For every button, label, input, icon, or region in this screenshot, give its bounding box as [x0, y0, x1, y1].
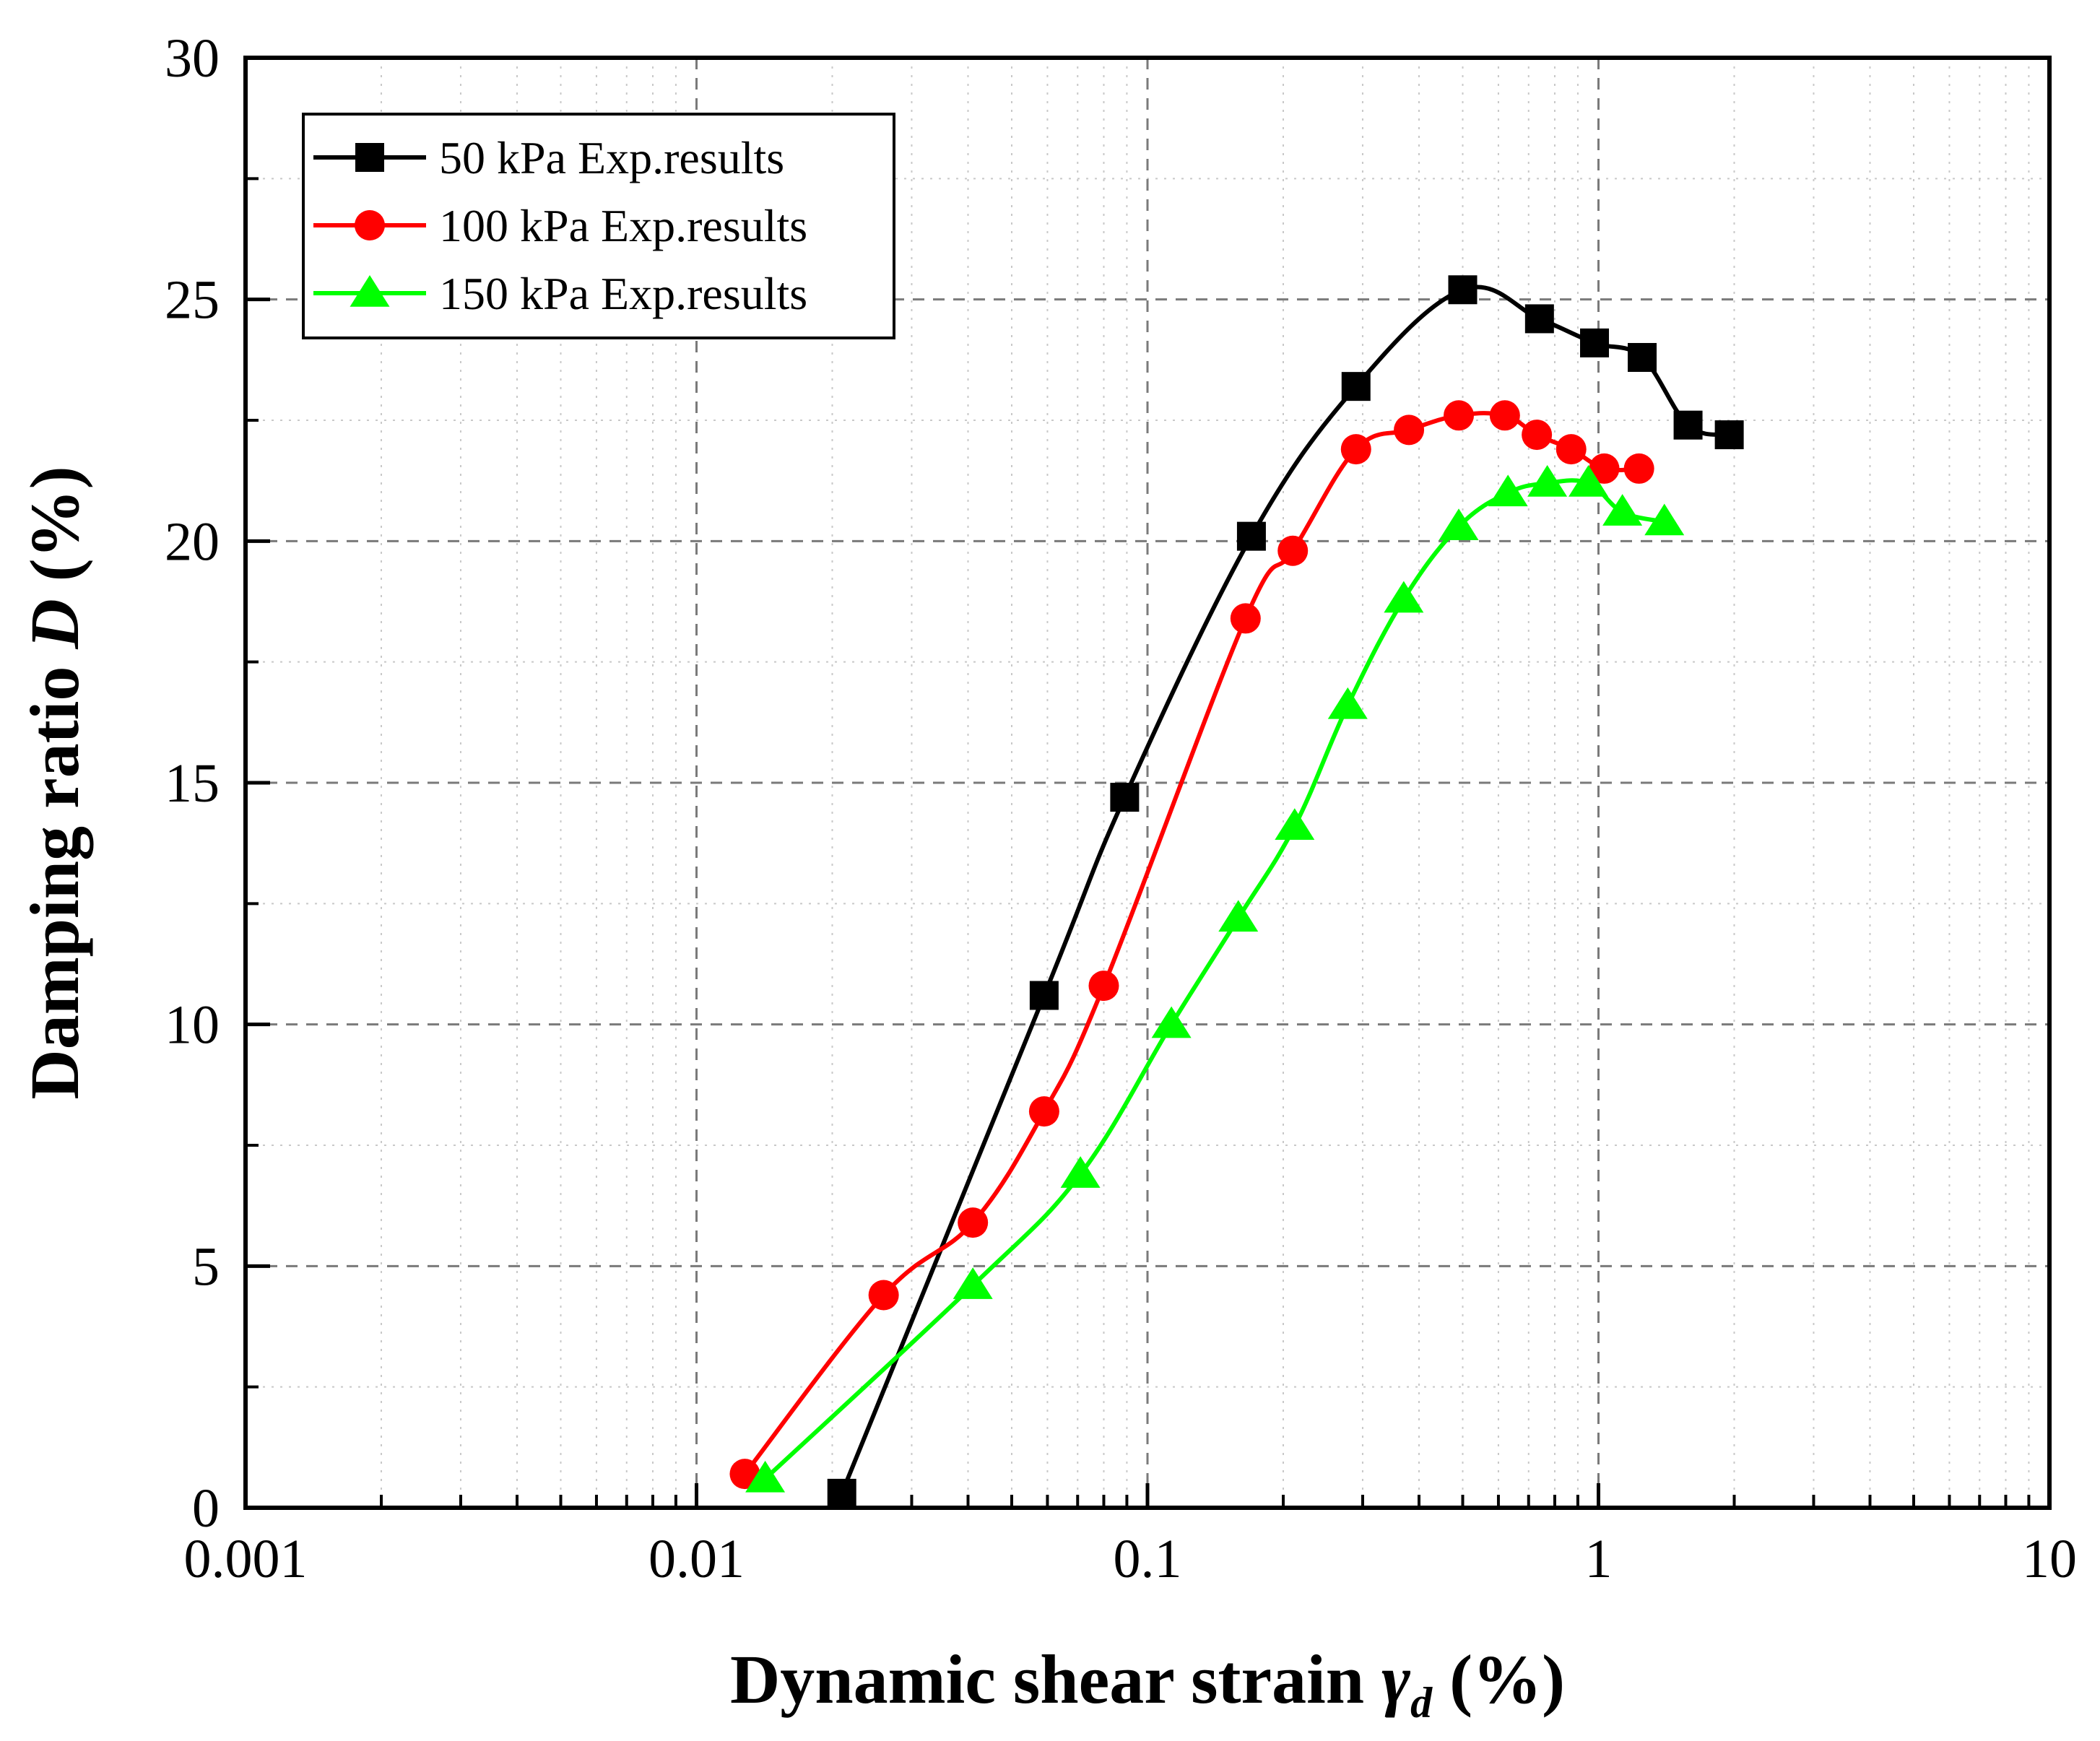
- data-point: [1340, 434, 1371, 465]
- x-axis-title: Dynamic shear strain γd (%): [730, 1641, 1565, 1727]
- data-point: [868, 1280, 899, 1311]
- data-point: [1448, 275, 1478, 305]
- data-point: [1527, 465, 1568, 497]
- data-point: [1569, 465, 1609, 497]
- x-tick-label: 0.001: [184, 1529, 308, 1589]
- data-point: [1602, 494, 1643, 526]
- y-tick-label: 25: [165, 270, 220, 331]
- x-tick-label: 0.1: [1114, 1529, 1182, 1589]
- data-point: [1218, 900, 1259, 932]
- data-point: [1341, 372, 1371, 401]
- legend-item-3: 150 kPa Exp.results: [313, 268, 807, 319]
- series-2: [729, 400, 1654, 1490]
- data-point: [1444, 400, 1475, 431]
- legend-marker: [355, 143, 384, 172]
- data-point: [1236, 521, 1266, 551]
- y-tick-label: 30: [165, 28, 220, 89]
- tick-labels: 0.001 0.01 0.1 1 10 0 5 10 15 20 25 30: [165, 28, 2077, 1589]
- data-point: [1522, 420, 1553, 451]
- series-3: [745, 465, 1685, 1493]
- data-point: [1644, 503, 1685, 536]
- data-point: [1384, 581, 1424, 613]
- series-1: [827, 275, 1744, 1508]
- data-point: [1488, 474, 1528, 507]
- x-tick-label: 1: [1585, 1529, 1613, 1589]
- data-point: [1623, 453, 1654, 484]
- data-point: [1151, 1006, 1192, 1038]
- data-point: [745, 1460, 786, 1493]
- legend-label: 100 kPa Exp.results: [439, 200, 807, 251]
- data-point: [958, 1207, 989, 1238]
- data-point: [1628, 342, 1657, 372]
- data-point: [1277, 535, 1309, 566]
- y-tick-label: 15: [165, 753, 220, 814]
- data-point: [1088, 971, 1119, 1002]
- data-point: [1556, 434, 1587, 465]
- data-point: [1394, 414, 1425, 446]
- data-point: [1714, 420, 1744, 450]
- data-point: [1580, 328, 1610, 357]
- y-tick-label: 10: [165, 995, 220, 1056]
- y-tick-label: 0: [192, 1478, 220, 1539]
- data-point: [1589, 453, 1620, 484]
- y-tick-label: 5: [192, 1236, 220, 1297]
- data-point: [1327, 687, 1368, 719]
- legend-marker: [355, 210, 385, 240]
- series-group: [729, 275, 1744, 1508]
- plot-frame: [243, 56, 2052, 1510]
- legend-item-1: 50 kPa Exp.results: [313, 132, 784, 183]
- legend-label: 50 kPa Exp.results: [439, 132, 784, 183]
- data-point: [1439, 508, 1479, 541]
- data-point: [1029, 981, 1059, 1010]
- legend-item-2: 100 kPa Exp.results: [313, 200, 807, 251]
- legend-marker: [350, 275, 390, 307]
- legend-label: 150 kPa Exp.results: [439, 268, 807, 319]
- data-point: [1060, 1156, 1101, 1188]
- data-point: [827, 1478, 856, 1508]
- data-point: [1275, 808, 1315, 840]
- y-axis-title: Damping ratio D (%): [16, 466, 93, 1099]
- y-tick-label: 20: [165, 511, 220, 572]
- x-tick-label: 0.01: [648, 1529, 745, 1589]
- data-point: [1230, 603, 1261, 634]
- x-tick-label: 10: [2022, 1529, 2077, 1589]
- legend: 50 kPa Exp.results 100 kPa Exp.results 150…: [302, 113, 895, 339]
- data-point: [1028, 1096, 1059, 1127]
- data-point: [1110, 783, 1140, 812]
- data-point: [1489, 400, 1520, 431]
- data-point: [953, 1267, 993, 1299]
- grid: [246, 58, 2049, 1508]
- data-point: [1524, 304, 1554, 334]
- data-point: [1673, 410, 1703, 440]
